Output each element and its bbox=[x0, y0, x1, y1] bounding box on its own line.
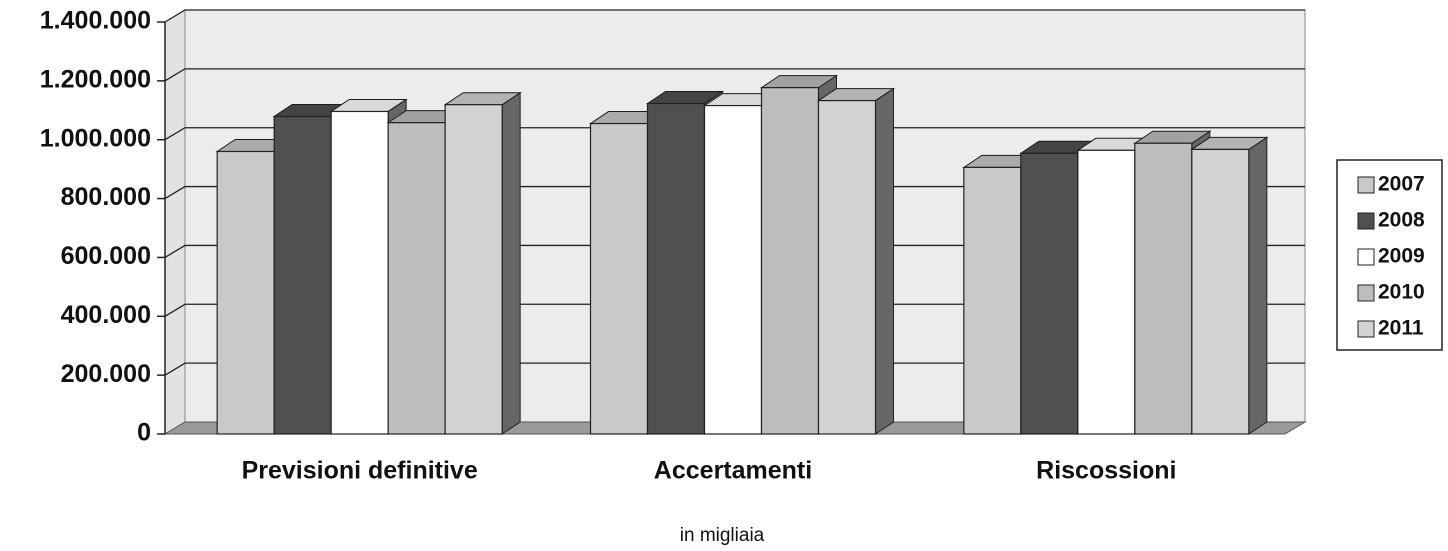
grid-line bbox=[164, 303, 1305, 317]
grid-line bbox=[164, 127, 1305, 141]
legend-label: 2007 bbox=[1378, 173, 1425, 196]
bar-side bbox=[501, 91, 521, 435]
bar bbox=[589, 122, 649, 435]
x-tick-label: Accertamenti bbox=[654, 457, 812, 485]
bar bbox=[646, 102, 706, 435]
y-tick-label: 200.000 bbox=[61, 360, 151, 388]
legend-label: 2010 bbox=[1378, 281, 1425, 304]
y-tick-label: 0 bbox=[137, 419, 151, 447]
bar-side bbox=[1248, 136, 1268, 435]
grid-line bbox=[164, 9, 1305, 23]
bar bbox=[703, 104, 763, 435]
legend-label: 2011 bbox=[1378, 317, 1424, 340]
bar bbox=[1191, 148, 1250, 435]
y-tick-label: 1.400.000 bbox=[40, 7, 151, 35]
bar bbox=[1134, 142, 1193, 435]
bar bbox=[273, 115, 332, 435]
legend-swatch bbox=[1357, 212, 1375, 230]
legend-swatch bbox=[1357, 284, 1375, 302]
grid-line bbox=[164, 244, 1305, 258]
bar bbox=[330, 110, 389, 435]
bar bbox=[760, 87, 820, 435]
bar bbox=[1077, 149, 1136, 435]
legend-swatch bbox=[1357, 320, 1375, 338]
x-axis-label: in migliaia bbox=[680, 525, 765, 546]
bar bbox=[444, 104, 503, 435]
grid-line bbox=[164, 68, 1305, 82]
y-tick-label: 600.000 bbox=[61, 242, 151, 270]
legend-label: 2009 bbox=[1378, 245, 1425, 268]
legend-label: 2008 bbox=[1378, 209, 1425, 232]
bar bbox=[216, 150, 275, 435]
legend-box bbox=[1336, 159, 1443, 351]
bar bbox=[817, 99, 877, 435]
y-tick-label: 1.200.000 bbox=[40, 65, 151, 93]
y-tick-label: 800.000 bbox=[61, 183, 151, 211]
grid-line bbox=[164, 185, 1305, 200]
legend-swatch bbox=[1357, 176, 1375, 194]
x-tick-label: Riscossioni bbox=[1036, 457, 1176, 485]
y-tick-label: 1.000.000 bbox=[40, 124, 151, 152]
bar bbox=[963, 166, 1022, 435]
bar bbox=[387, 122, 446, 435]
y-tick-label: 400.000 bbox=[61, 301, 151, 329]
legend-swatch bbox=[1357, 248, 1375, 266]
grid-line bbox=[164, 362, 1305, 376]
side-wall bbox=[164, 9, 186, 435]
bar-side bbox=[875, 87, 894, 435]
bar bbox=[1020, 152, 1079, 435]
x-tick-label: Previsioni definitive bbox=[242, 457, 478, 485]
